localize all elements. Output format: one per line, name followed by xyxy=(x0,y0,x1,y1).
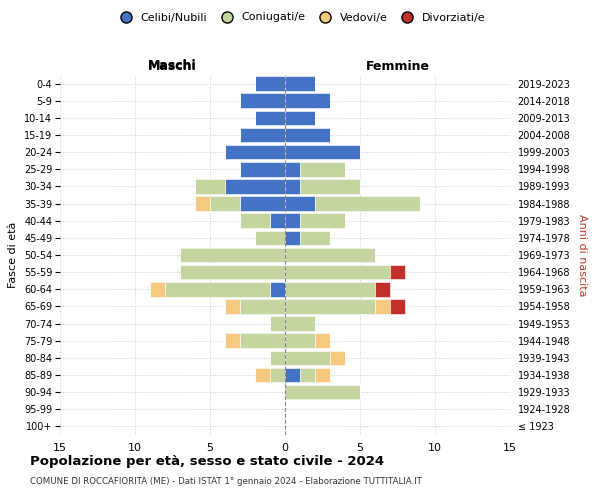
Text: Popolazione per età, sesso e stato civile - 2024: Popolazione per età, sesso e stato civil… xyxy=(30,455,384,468)
Bar xyxy=(270,368,285,382)
Bar xyxy=(225,334,240,348)
Bar xyxy=(255,368,270,382)
Bar xyxy=(285,196,315,211)
Bar xyxy=(270,316,285,331)
Bar xyxy=(390,265,405,280)
Text: Femmine: Femmine xyxy=(365,60,430,72)
Bar xyxy=(300,368,315,382)
Bar xyxy=(315,196,420,211)
Bar xyxy=(180,248,285,262)
Bar xyxy=(240,334,285,348)
Bar xyxy=(240,162,285,176)
Legend: Celibi/Nubili, Coniugati/e, Vedovi/e, Divorziati/e: Celibi/Nubili, Coniugati/e, Vedovi/e, Di… xyxy=(110,8,490,27)
Bar xyxy=(285,214,300,228)
Bar xyxy=(285,128,330,142)
Bar xyxy=(225,179,285,194)
Bar xyxy=(315,334,330,348)
Bar xyxy=(330,350,345,365)
Bar xyxy=(180,265,285,280)
Bar xyxy=(225,299,240,314)
Bar xyxy=(210,196,240,211)
Bar xyxy=(300,230,330,245)
Bar xyxy=(240,94,285,108)
Bar xyxy=(270,350,285,365)
Bar xyxy=(315,368,330,382)
Text: COMUNE DI ROCCAFIORITA (ME) - Dati ISTAT 1° gennaio 2024 - Elaborazione TUTTITAL: COMUNE DI ROCCAFIORITA (ME) - Dati ISTAT… xyxy=(30,478,422,486)
Bar xyxy=(285,110,315,125)
Bar xyxy=(255,230,285,245)
Bar xyxy=(165,282,270,296)
Bar xyxy=(390,299,405,314)
Bar xyxy=(285,145,360,160)
Bar xyxy=(240,128,285,142)
Bar xyxy=(375,282,390,296)
Bar xyxy=(285,76,315,91)
Bar xyxy=(285,230,300,245)
Bar xyxy=(225,145,285,160)
Bar xyxy=(270,214,285,228)
Bar xyxy=(285,299,375,314)
Bar xyxy=(285,385,360,400)
Bar xyxy=(255,76,285,91)
Bar xyxy=(150,282,165,296)
Y-axis label: Fasce di età: Fasce di età xyxy=(8,222,19,288)
Bar xyxy=(285,334,315,348)
Bar xyxy=(285,316,315,331)
Bar xyxy=(300,179,360,194)
Bar xyxy=(300,214,345,228)
Bar xyxy=(285,350,330,365)
Bar xyxy=(195,196,210,211)
Bar xyxy=(285,162,300,176)
Bar xyxy=(195,179,225,194)
Bar xyxy=(285,94,330,108)
Bar xyxy=(285,265,390,280)
Bar xyxy=(375,299,390,314)
Text: Maschi: Maschi xyxy=(148,60,197,72)
Bar xyxy=(240,196,285,211)
Bar xyxy=(285,179,300,194)
Bar xyxy=(285,368,300,382)
Text: Maschi: Maschi xyxy=(148,58,197,71)
Bar xyxy=(240,299,285,314)
Bar xyxy=(300,162,345,176)
Bar xyxy=(240,214,270,228)
Bar xyxy=(270,282,285,296)
Y-axis label: Anni di nascita: Anni di nascita xyxy=(577,214,587,296)
Bar xyxy=(285,282,375,296)
Bar xyxy=(255,110,285,125)
Bar xyxy=(285,248,375,262)
